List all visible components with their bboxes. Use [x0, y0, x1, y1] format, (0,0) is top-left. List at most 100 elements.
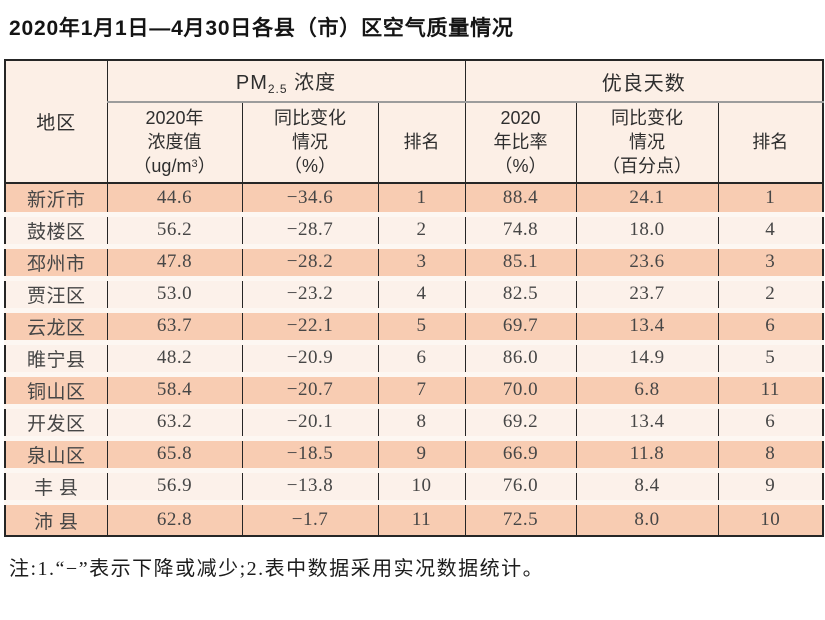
pm-change-cell: −23.2 — [241, 278, 379, 313]
region-cell: 邳州市 — [4, 246, 108, 281]
good-rate-cell: 76.0 — [464, 470, 577, 505]
pm-rank-cell: 5 — [377, 310, 466, 345]
good-rate-cell: 69.7 — [464, 310, 577, 345]
table-row: 开发区 63.2 −20.1 8 69.2 13.4 6 — [4, 406, 824, 441]
region-cell: 贾汪区 — [4, 278, 108, 313]
pm-change-cell: −28.2 — [241, 246, 379, 281]
page-title: 2020年1月1日—4月30日各县（市）区空气质量情况 — [9, 17, 514, 40]
group-header-good-days: 优良天数 — [464, 60, 824, 103]
column-header-region: 地区 — [4, 60, 108, 185]
pm-rank-cell: 2 — [377, 214, 466, 249]
good-rank-cell: 10 — [717, 502, 824, 537]
pm-value-cell: 58.4 — [106, 374, 243, 409]
good-change-cell: 24.1 — [575, 183, 719, 217]
good-change-cell: 23.6 — [575, 246, 719, 281]
good-rate-cell: 88.4 — [464, 183, 577, 217]
pm-rank-cell: 9 — [377, 438, 466, 473]
pm-value-cell: 44.6 — [106, 183, 243, 217]
column-header-good-rate: 2020 年比率 （%） — [464, 102, 577, 185]
pm-change-cell: −1.7 — [241, 502, 379, 537]
good-rate-cell: 66.9 — [464, 438, 577, 473]
pm-rank-cell: 3 — [377, 246, 466, 281]
good-rank-cell: 9 — [717, 470, 824, 505]
pm-value-cell: 63.2 — [106, 406, 243, 441]
region-cell: 沛 县 — [4, 502, 108, 537]
pm-rank-cell: 4 — [377, 278, 466, 313]
good-change-cell: 13.4 — [575, 310, 719, 345]
region-cell: 鼓楼区 — [4, 214, 108, 249]
pm-rank-cell: 8 — [377, 406, 466, 441]
group-header-pm25: PM2.5 浓度 — [106, 60, 466, 103]
pm-change-cell: −28.7 — [241, 214, 379, 249]
table-header: 地区 PM2.5 浓度 优良天数 2020年 浓度值 （ug/m3） 同比变化 … — [4, 60, 824, 185]
pm-value-cell: 48.2 — [106, 342, 243, 377]
pm-change-cell: −20.7 — [241, 374, 379, 409]
pm-rank-cell: 1 — [377, 183, 466, 217]
good-change-cell: 8.4 — [575, 470, 719, 505]
good-rate-cell: 74.8 — [464, 214, 577, 249]
good-change-cell: 23.7 — [575, 278, 719, 313]
good-change-cell: 11.8 — [575, 438, 719, 473]
pm-value-cell: 56.2 — [106, 214, 243, 249]
good-rate-cell: 86.0 — [464, 342, 577, 377]
table-row: 丰 县 56.9 −13.8 10 76.0 8.4 9 — [4, 470, 824, 505]
pm25-subscript: 2.5 — [267, 82, 288, 96]
pm-rank-cell: 6 — [377, 342, 466, 377]
table-body: 新沂市 44.6 −34.6 1 88.4 24.1 1 鼓楼区 56.2 −2… — [4, 183, 824, 537]
pm-value-cell: 56.9 — [106, 470, 243, 505]
good-rank-cell: 11 — [717, 374, 824, 409]
region-cell: 新沂市 — [4, 183, 108, 217]
column-header-pm-rank: 排名 — [377, 102, 466, 185]
good-rank-cell: 1 — [717, 183, 824, 217]
column-header-good-change: 同比变化 情况 （百分点） — [575, 102, 719, 185]
column-header-pm-change: 同比变化 情况 （%） — [241, 102, 379, 185]
good-change-cell: 13.4 — [575, 406, 719, 441]
table-row: 贾汪区 53.0 −23.2 4 82.5 23.7 2 — [4, 278, 824, 313]
good-rank-cell: 4 — [717, 214, 824, 249]
pm-rank-cell: 10 — [377, 470, 466, 505]
good-change-cell: 8.0 — [575, 502, 719, 537]
good-rank-cell: 8 — [717, 438, 824, 473]
good-change-cell: 18.0 — [575, 214, 719, 249]
table-row: 泉山区 65.8 −18.5 9 66.9 11.8 8 — [4, 438, 824, 473]
pm-value-cell: 53.0 — [106, 278, 243, 313]
table-row: 鼓楼区 56.2 −28.7 2 74.8 18.0 4 — [4, 214, 824, 249]
good-rate-cell: 70.0 — [464, 374, 577, 409]
table-row: 邳州市 47.8 −28.2 3 85.1 23.6 3 — [4, 246, 824, 281]
article-page: 2020年1月1日—4月30日各县（市）区空气质量情况 地区 PM2.5 浓度 … — [4, 17, 824, 581]
column-header-good-rank: 排名 — [717, 102, 824, 185]
column-header-pm-value: 2020年 浓度值 （ug/m3） — [106, 102, 243, 185]
pm-change-cell: −20.9 — [241, 342, 379, 377]
good-change-cell: 14.9 — [575, 342, 719, 377]
pm-value-cell: 47.8 — [106, 246, 243, 281]
good-rate-cell: 72.5 — [464, 502, 577, 537]
region-cell: 铜山区 — [4, 374, 108, 409]
region-cell: 泉山区 — [4, 438, 108, 473]
good-rate-cell: 69.2 — [464, 406, 577, 441]
pm-value-cell: 65.8 — [106, 438, 243, 473]
region-cell: 丰 县 — [4, 470, 108, 505]
pm-rank-cell: 11 — [377, 502, 466, 537]
cubic-superscript: 3 — [191, 157, 198, 170]
table-row: 睢宁县 48.2 −20.9 6 86.0 14.9 5 — [4, 342, 824, 377]
good-change-cell: 6.8 — [575, 374, 719, 409]
pm-change-cell: −20.1 — [241, 406, 379, 441]
pm-value-cell: 62.8 — [106, 502, 243, 537]
good-rate-cell: 85.1 — [464, 246, 577, 281]
good-rank-cell: 6 — [717, 406, 824, 441]
table-row: 沛 县 62.8 −1.7 11 72.5 8.0 10 — [4, 502, 824, 537]
pm-change-cell: −18.5 — [241, 438, 379, 473]
region-cell: 睢宁县 — [4, 342, 108, 377]
region-cell: 开发区 — [4, 406, 108, 441]
good-rank-cell: 5 — [717, 342, 824, 377]
table-row: 云龙区 63.7 −22.1 5 69.7 13.4 6 — [4, 310, 824, 345]
region-cell: 云龙区 — [4, 310, 108, 345]
pm-value-cell: 63.7 — [106, 310, 243, 345]
good-rate-cell: 82.5 — [464, 278, 577, 313]
air-quality-table: 地区 PM2.5 浓度 优良天数 2020年 浓度值 （ug/m3） 同比变化 … — [4, 59, 824, 538]
table-row: 新沂市 44.6 −34.6 1 88.4 24.1 1 — [4, 183, 824, 217]
pm-change-cell: −22.1 — [241, 310, 379, 345]
table-row: 铜山区 58.4 −20.7 7 70.0 6.8 11 — [4, 374, 824, 409]
good-rank-cell: 3 — [717, 246, 824, 281]
footnote: 注:1.“−”表示下降或减少;2.表中数据采用实况数据统计。 — [9, 558, 545, 581]
